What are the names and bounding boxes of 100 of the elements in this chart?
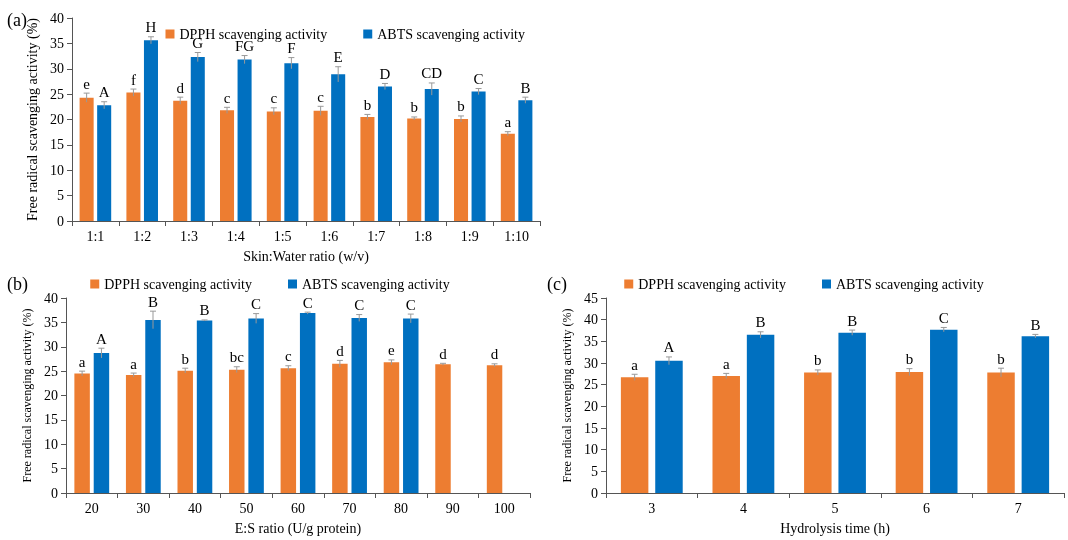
- x-tick-label: 7: [1014, 500, 1022, 516]
- data-label: d: [336, 342, 345, 359]
- y-tick-label: 25: [44, 363, 58, 379]
- data-label: d: [176, 79, 185, 96]
- legend-label: DPPH scavenging activity: [638, 276, 787, 292]
- y-tick-label: 10: [50, 162, 64, 178]
- y-axis-title: Free radical scavenging activity (%): [560, 308, 575, 483]
- data-label: b: [997, 350, 1005, 367]
- y-tick-label: 45: [584, 290, 598, 306]
- bar: [229, 369, 245, 493]
- data-label: C: [251, 296, 262, 313]
- bar: [190, 57, 205, 221]
- data-label: b: [410, 99, 418, 116]
- data-label: C: [405, 296, 416, 313]
- y-tick-label: 30: [584, 355, 598, 371]
- data-label: CD: [421, 65, 443, 82]
- y-tick-label: 40: [584, 312, 598, 328]
- legend-label: DPPH scavenging activity: [104, 276, 253, 292]
- data-label: e: [388, 342, 396, 359]
- bar: [804, 372, 832, 493]
- data-label: a: [130, 355, 138, 372]
- data-label: f: [130, 71, 136, 88]
- y-tick-label: 10: [44, 436, 58, 452]
- bar: [987, 372, 1015, 493]
- data-label: a: [722, 355, 730, 372]
- data-label: C: [302, 294, 313, 311]
- data-label: c: [270, 90, 278, 107]
- legend-label: ABTS scavenging activity: [377, 26, 526, 42]
- x-tick-label: 60: [291, 500, 305, 516]
- bar: [424, 89, 439, 221]
- bar: [403, 318, 419, 493]
- bar: [196, 320, 213, 493]
- data-label: C: [473, 71, 484, 88]
- y-tick-label: 20: [44, 388, 58, 403]
- data-label: a: [631, 356, 639, 373]
- data-label: E: [333, 49, 343, 66]
- bar: [500, 133, 515, 221]
- bar: [125, 375, 142, 493]
- data-label: d: [439, 345, 448, 362]
- bar: [237, 59, 252, 221]
- y-tick-label: 20: [50, 112, 64, 127]
- bar: [471, 91, 486, 221]
- x-axis-title: Hydrolysis time (h): [780, 520, 891, 537]
- bar: [360, 116, 375, 221]
- data-label: b: [814, 352, 822, 369]
- data-label: b: [181, 350, 189, 367]
- bar: [248, 318, 264, 493]
- bar: [79, 97, 94, 221]
- x-tick-label: 5: [831, 500, 839, 516]
- data-label: b: [363, 96, 372, 113]
- data-label: A: [663, 339, 675, 356]
- data-label: B: [147, 293, 159, 310]
- x-tick-label: 1:7: [367, 228, 386, 244]
- bar: [173, 100, 188, 221]
- data-label: H: [145, 19, 157, 36]
- bar: [143, 40, 158, 221]
- y-axis-title: Free radical scavenging activity (%): [20, 308, 35, 483]
- bar: [74, 373, 90, 493]
- x-tick-label: 80: [394, 500, 409, 516]
- bar: [299, 313, 316, 493]
- bar: [93, 353, 110, 493]
- bar: [620, 377, 649, 493]
- bar: [1021, 336, 1050, 493]
- bar: [313, 110, 328, 221]
- bar: [331, 74, 346, 221]
- x-tick-label: 100: [493, 500, 515, 516]
- x-axis-title: Skin:Water ratio (w/v): [243, 248, 370, 265]
- y-tick-label: 10: [584, 442, 598, 458]
- x-tick-label: 1:9: [460, 228, 479, 244]
- x-tick-label: 50: [239, 500, 254, 516]
- y-tick-label: 15: [584, 420, 598, 436]
- y-tick-label: 15: [50, 137, 64, 153]
- y-tick-label: 35: [584, 333, 598, 349]
- data-label: B: [755, 314, 766, 331]
- y-tick-label: 0: [591, 485, 598, 501]
- data-label: A: [96, 330, 108, 347]
- bar: [486, 365, 503, 493]
- data-label: c: [223, 89, 231, 106]
- x-tick-label: 1:2: [133, 228, 152, 244]
- bar: [280, 368, 297, 493]
- x-tick-label: 20: [84, 500, 99, 516]
- x-tick-label: 70: [342, 500, 357, 516]
- bar: [655, 360, 683, 493]
- bar: [145, 319, 161, 493]
- chart-title: (c): [547, 274, 567, 295]
- data-label: B: [847, 312, 858, 329]
- bar: [407, 118, 422, 221]
- data-label: c: [317, 88, 325, 105]
- y-tick-label: 25: [50, 86, 64, 102]
- y-tick-label: 40: [50, 10, 64, 26]
- chart-title: (b): [7, 274, 28, 295]
- x-tick-label: 6: [923, 500, 931, 516]
- data-label: bc: [229, 349, 245, 366]
- data-label: b: [905, 351, 914, 368]
- x-tick-label: 1:6: [320, 228, 339, 244]
- y-tick-label: 0: [57, 213, 64, 229]
- x-tick-label: 1:8: [414, 228, 432, 244]
- y-tick-label: 25: [584, 377, 598, 393]
- x-axis-title: E:S ratio (U/g protein): [234, 520, 362, 537]
- data-label: c: [285, 348, 292, 365]
